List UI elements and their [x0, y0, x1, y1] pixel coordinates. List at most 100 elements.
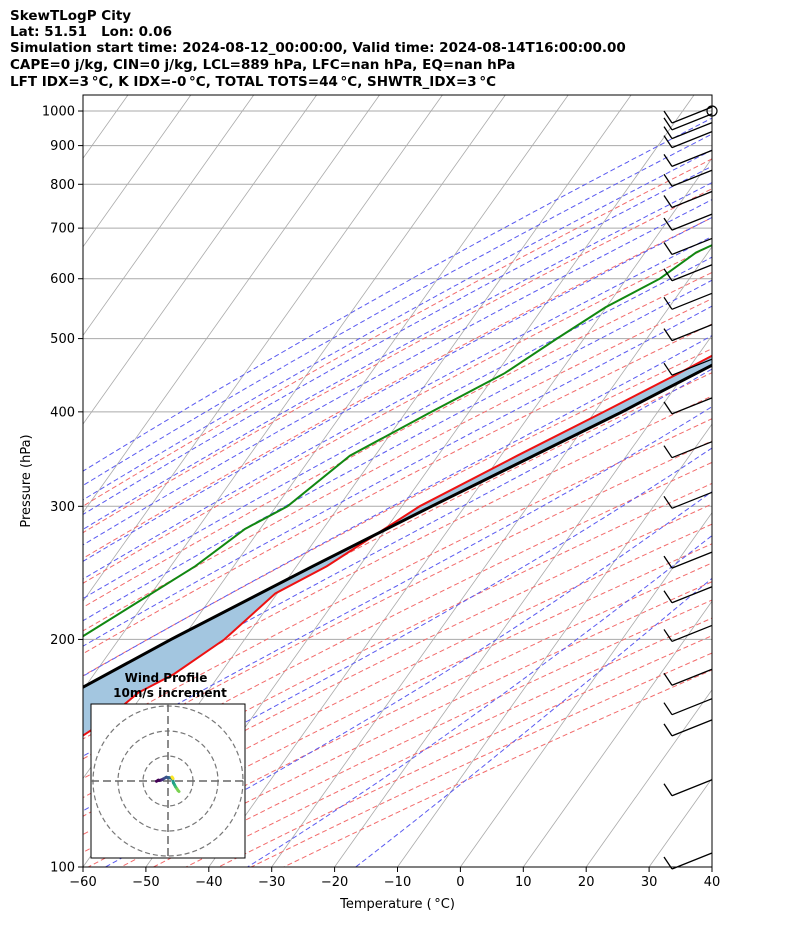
wind-barb [663, 719, 713, 737]
isotherm-line [83, 95, 380, 514]
isotherm-line [271, 246, 712, 867]
moist-adiabat-line [83, 117, 712, 472]
isotherm-line [0, 95, 2, 867]
moist-adiabat-line [83, 165, 712, 516]
barb-staff [671, 397, 713, 415]
dry-adiabat-line [83, 188, 712, 534]
wind-barb [663, 668, 713, 686]
barb-flag [663, 590, 673, 604]
dry-adiabat-line [83, 271, 712, 608]
wind-barb [663, 586, 713, 604]
barb-flag [663, 555, 673, 569]
barb-flag [663, 445, 673, 459]
dry-adiabat-line [83, 418, 712, 740]
barb-staff [671, 190, 713, 209]
x-tick-label: −40 [195, 875, 222, 890]
barb-flag [663, 117, 673, 131]
dry-adiabat-line [83, 461, 712, 780]
isotherm-line [83, 95, 255, 337]
barb-flag [663, 268, 673, 282]
wind-barb [663, 237, 713, 256]
barb-flag [663, 783, 673, 797]
barb-staff [671, 169, 713, 187]
title-line-indices: LFT IDX=3 °C, K IDX=-0 °C, TOTAL TOTS=44… [10, 74, 496, 90]
barb-flag [663, 126, 673, 139]
wind-barb [663, 441, 713, 459]
wind-barb [663, 113, 713, 131]
y-tick-label: 700 [50, 222, 75, 237]
axes: −60 −50 −40 −30 −20 −10 0 10 20 30 40 1000 900 800 700… [19, 105, 720, 912]
dry-adiabat-line [83, 482, 712, 799]
isotherm-line [460, 511, 712, 867]
y-tick-label: 1000 [42, 105, 75, 120]
hodograph-plot [91, 704, 245, 858]
hodograph-subtitle: 10m/s increment [113, 686, 227, 700]
isotherm-line [711, 866, 712, 867]
barb-staff [671, 358, 713, 376]
barb-staff [671, 624, 713, 643]
moist-adiabat-line [83, 305, 712, 647]
barb-staff [671, 149, 713, 167]
wind-barb [663, 323, 713, 342]
barb-staff [671, 213, 713, 231]
barb-staff [671, 698, 713, 716]
wind-barb [663, 779, 713, 797]
moist-adiabat-line [83, 235, 712, 580]
barb-flag [663, 362, 673, 376]
dry-adiabat-line [83, 298, 712, 632]
x-tick-label: −60 [69, 875, 96, 890]
dry-adiabat-line [83, 158, 712, 507]
barb-flag [663, 328, 673, 341]
barb-flag [663, 242, 673, 255]
isotherm-line [83, 95, 192, 248]
barb-staff [671, 551, 713, 569]
isotherm-line [83, 95, 317, 425]
barb-flag [663, 723, 673, 737]
x-tick-label: −30 [258, 875, 285, 890]
wind-barb [663, 624, 713, 643]
y-axis-title: Pressure (hPa) [19, 434, 34, 527]
barb-flag [663, 702, 673, 716]
barb-flag [663, 401, 673, 415]
wind-barb [663, 131, 713, 149]
barb-staff [671, 323, 713, 342]
isotherm-line [83, 95, 443, 602]
wind-barbs [663, 105, 718, 870]
moist-adiabat-line [83, 406, 712, 757]
barb-flag [663, 110, 673, 124]
x-tick-label: 40 [704, 875, 721, 890]
wind-barb [663, 264, 713, 282]
wind-barb [663, 358, 713, 376]
x-tick-label: 0 [456, 875, 464, 890]
title-line-location: Lat: 51.51 Lon: 0.06 [10, 24, 172, 40]
cape-cin-shading [83, 355, 712, 736]
dry-adiabat-line [83, 523, 712, 836]
wind-barb [663, 491, 713, 509]
barb-flag [663, 217, 673, 231]
barb-staff [671, 122, 713, 140]
moist-adiabat-line [83, 447, 712, 812]
y-tick-label: 200 [50, 633, 75, 648]
x-axis-title: Temperature ( °C) [339, 897, 455, 912]
barb-flag [663, 154, 673, 167]
barb-staff [671, 292, 713, 310]
wind-barb [663, 292, 713, 310]
isotherm-line [585, 689, 712, 867]
title-line-cape: CAPE=0 j/kg, CIN=0 j/kg, LCL=889 hPa, LF… [10, 57, 516, 73]
barb-staff [671, 586, 713, 604]
x-tick-label: 20 [578, 875, 595, 890]
y-tick-label: 600 [50, 272, 75, 287]
x-tick-label: −20 [321, 875, 348, 890]
dry-adiabat-line [83, 217, 712, 559]
barb-staff [671, 491, 713, 509]
y-tick-label: 400 [50, 405, 75, 420]
background-lines [0, 95, 712, 867]
wind-barb [663, 122, 713, 140]
barb-flag [663, 672, 673, 686]
cin-shaded-area [83, 355, 712, 736]
barb-staff [671, 237, 713, 256]
dry-adiabat-line [83, 244, 712, 584]
moist-adiabat-line [105, 490, 712, 867]
